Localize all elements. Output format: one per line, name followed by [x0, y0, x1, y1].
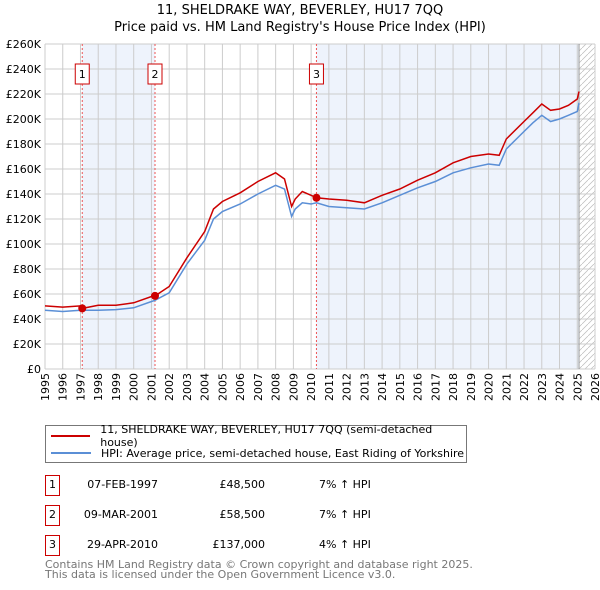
sale-label: 3 — [313, 68, 320, 81]
x-tick-label: 2014 — [376, 373, 389, 401]
x-tick-label: 2019 — [465, 373, 478, 401]
x-tick-label: 2017 — [429, 373, 442, 401]
chart-title: 11, SHELDRAKE WAY, BEVERLEY, HU17 7QQ — [156, 3, 444, 18]
x-tick-label: 1997 — [74, 373, 87, 401]
sale-label-box — [147, 63, 163, 85]
sale-point — [312, 193, 321, 202]
x-tick-label: 2018 — [447, 373, 460, 401]
sale-number-badge: 3 — [45, 535, 60, 556]
sale-hpi-diff: 4% ↑ HPI — [319, 538, 371, 551]
y-tick-label: £220K — [6, 88, 42, 101]
legend: 11, SHELDRAKE WAY, BEVERLEY, HU17 7QQ (s… — [45, 423, 467, 463]
legend-swatch-red — [51, 435, 91, 437]
y-tick-label: £100K — [6, 238, 42, 251]
y-tick-label: £180K — [6, 138, 42, 151]
x-tick-label: 2000 — [128, 373, 141, 401]
legend-swatch-blue — [51, 452, 91, 454]
x-tick-label: 1995 — [39, 373, 52, 401]
hatched-future-range — [579, 44, 595, 369]
legend-label: HPI: Average price, semi-detached house,… — [101, 446, 465, 460]
sale-hpi-diff: 7% ↑ HPI — [319, 508, 371, 521]
x-tick-label: 2021 — [500, 373, 513, 401]
x-tick-label: 2020 — [483, 373, 496, 401]
legend-item-hpi: HPI: Average price, semi-detached house,… — [46, 445, 464, 461]
y-tick-label: £0 — [27, 363, 41, 376]
y-tick-label: £240K — [6, 63, 42, 76]
sale-number-badge: 1 — [45, 475, 60, 496]
x-tick-label: 1996 — [57, 373, 70, 401]
sale-row: 2 09-MAR-2001 £58,500 7% ↑ HPI — [45, 505, 445, 526]
sale-point — [151, 291, 159, 300]
sale-date: 07-FEB-1997 — [87, 478, 158, 491]
x-tick-label: 2015 — [394, 373, 407, 401]
y-tick-label: £40K — [13, 313, 42, 326]
x-tick-label: 2026 — [589, 373, 600, 401]
x-tick-label: 2005 — [216, 373, 229, 401]
y-tick-label: £200K — [6, 113, 42, 126]
sale-row: 3 29-APR-2010 £137,000 4% ↑ HPI — [45, 535, 445, 556]
shaded-range — [82, 44, 155, 369]
x-tick-label: 2002 — [163, 373, 176, 401]
sale-price: £48,500 — [219, 478, 266, 491]
x-tick-label: 2003 — [181, 373, 194, 401]
x-tick-label: 2001 — [145, 373, 158, 401]
x-tick-label: 2009 — [287, 373, 300, 401]
y-tick-label: £260K — [6, 38, 42, 51]
sale-label-box — [74, 63, 90, 85]
x-tick-label: 1999 — [110, 373, 123, 401]
legend-item-property: 11, SHELDRAKE WAY, BEVERLEY, HU17 7QQ (s… — [46, 423, 466, 449]
x-tick-label: 2012 — [341, 373, 354, 401]
x-tick-label: 2013 — [358, 373, 371, 401]
shaded-range — [316, 44, 580, 369]
footer: Contains HM Land Registry data © Crown c… — [45, 558, 473, 581]
chart-subtitle: Price paid vs. HM Land Registry's House … — [114, 20, 486, 35]
x-tick-label: 2010 — [305, 373, 318, 401]
x-tick-label: 2016 — [412, 373, 425, 401]
sale-date: 09-MAR-2001 — [83, 508, 158, 521]
x-tick-label: 2023 — [536, 373, 549, 401]
y-tick-label: £20K — [13, 338, 42, 351]
footer-line: Contains HM Land Registry data © Crown c… — [45, 558, 473, 571]
sale-point — [78, 304, 87, 313]
y-tick-label: £80K — [13, 263, 42, 276]
sale-label: 1 — [79, 68, 86, 81]
sale-price: £137,000 — [212, 538, 266, 551]
x-tick-label: 2006 — [234, 373, 247, 401]
x-tick-label: 2011 — [323, 373, 336, 401]
x-tick-label: 2004 — [199, 373, 212, 401]
y-tick-label: £160K — [6, 163, 42, 176]
y-tick-label: £140K — [6, 188, 42, 201]
sale-row: 1 07-FEB-1997 £48,500 7% ↑ HPI — [45, 475, 445, 496]
y-tick-label: £120K — [6, 213, 42, 226]
legend-label: 11, SHELDRAKE WAY, BEVERLEY, HU17 7QQ (s… — [100, 423, 433, 449]
x-tick-label: 2007 — [252, 373, 265, 401]
x-tick-label: 2025 — [571, 373, 584, 401]
sale-date: 29-APR-2010 — [86, 538, 158, 551]
plot-area: 1995 1996 1997 1998 1999 2000 2001 2002 2003 2004… — [6, 38, 600, 401]
sale-label: 2 — [152, 68, 159, 81]
footer-line: This data is licensed under the Open Gov… — [45, 568, 396, 581]
x-tick-label: 1998 — [92, 373, 105, 401]
series-line — [44, 102, 580, 313]
x-tick-label: 2022 — [518, 373, 531, 401]
sale-price: £58,500 — [219, 508, 266, 521]
sale-hpi-diff: 7% ↑ HPI — [319, 478, 371, 491]
sale-number-badge: 2 — [45, 505, 60, 526]
sale-label-box — [308, 63, 324, 85]
x-tick-label: 2008 — [270, 373, 283, 401]
x-tick-label: 2024 — [554, 373, 567, 401]
y-tick-label: £60K — [13, 288, 42, 301]
